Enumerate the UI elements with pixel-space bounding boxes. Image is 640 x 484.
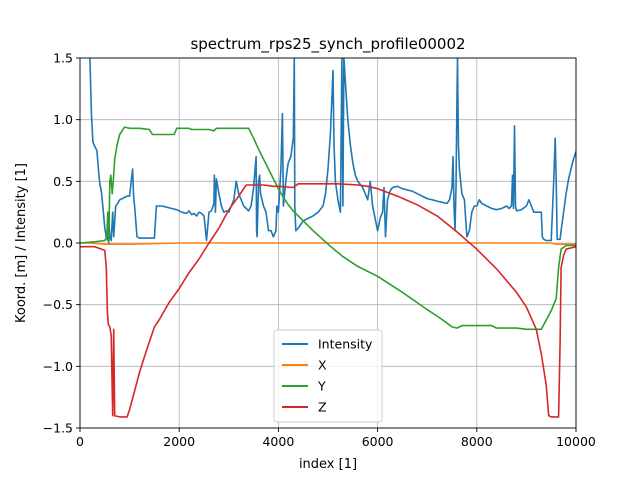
legend-label-z: Z xyxy=(318,400,327,415)
series-line-z xyxy=(80,183,576,418)
y-tick-label: 1.0 xyxy=(53,112,73,127)
x-tick-label: 4000 xyxy=(262,434,294,449)
y-tick-label: 0.5 xyxy=(53,174,73,189)
series-line-x xyxy=(80,242,576,245)
y-tick-label: −1.0 xyxy=(43,359,73,374)
y-tick-label: 1.5 xyxy=(53,51,73,66)
y-axis-label: Koord. [m] / Intensity [1] xyxy=(14,163,29,323)
legend-label-intensity: Intensity xyxy=(318,337,373,352)
x-tick-label: 6000 xyxy=(362,434,394,449)
x-axis: 0 2000 4000 6000 8000 10000 xyxy=(76,428,596,449)
y-tick-label: −1.5 xyxy=(43,421,73,436)
series-line-y xyxy=(80,126,576,331)
legend-label-y: Y xyxy=(317,379,326,394)
y-axis: −1.5 −1.0 −0.5 0.0 0.5 1.0 1.5 xyxy=(43,51,80,436)
x-tick-label: 2000 xyxy=(163,434,195,449)
chart-title: spectrum_rps25_synch_profile00002 xyxy=(190,35,465,54)
y-tick-label: 0.0 xyxy=(53,236,73,251)
legend: Intensity XYZ xyxy=(273,329,383,423)
series-line-intensity xyxy=(89,58,576,242)
x-tick-label: 0 xyxy=(76,434,84,449)
x-axis-label: index [1] xyxy=(299,457,357,472)
x-tick-label: 8000 xyxy=(461,434,493,449)
legend-label-x: X xyxy=(318,358,327,373)
x-tick-label: 10000 xyxy=(556,434,596,449)
y-tick-label: −0.5 xyxy=(43,297,73,312)
series-layer xyxy=(80,58,576,418)
legend-box xyxy=(273,329,383,423)
